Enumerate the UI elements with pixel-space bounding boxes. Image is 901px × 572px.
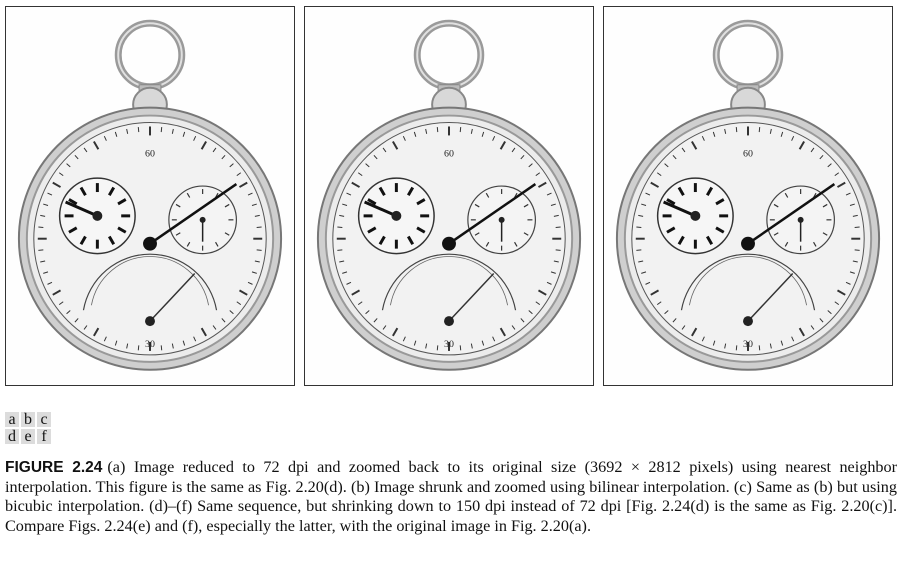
svg-text:30: 30 <box>444 339 454 350</box>
panel-label-row-2: d e f <box>5 429 53 446</box>
pocket-watch-image: 60 30 <box>316 19 582 371</box>
panel-label-row-1: a b c <box>5 412 53 429</box>
panel-label: c <box>37 412 51 428</box>
figure-panel-b: 60 30 <box>304 6 594 386</box>
panel-label-grid: a b c d e f <box>5 412 53 446</box>
svg-text:60: 60 <box>145 148 155 159</box>
panel-label: f <box>37 429 51 445</box>
caption-text: (a) Image reduced to 72 dpi and zoomed b… <box>5 458 897 535</box>
figure-label: FIGURE 2.24 <box>5 459 103 476</box>
pocket-watch-image: 60 30 <box>17 19 283 371</box>
figure-panel-a: 60 30 <box>5 6 295 386</box>
panel-label: b <box>21 412 35 428</box>
figure-caption: FIGURE 2.24 (a) Image reduced to 72 dpi a… <box>5 458 897 536</box>
svg-text:60: 60 <box>444 148 454 159</box>
panel-label: a <box>5 412 19 428</box>
svg-text:60: 60 <box>743 148 753 159</box>
svg-text:30: 30 <box>743 339 753 350</box>
panel-label: e <box>21 429 35 445</box>
panel-label: d <box>5 429 19 445</box>
figure-panel-c: 60 30 <box>603 6 893 386</box>
pocket-watch-image: 60 30 <box>615 19 881 371</box>
svg-text:30: 30 <box>145 339 155 350</box>
